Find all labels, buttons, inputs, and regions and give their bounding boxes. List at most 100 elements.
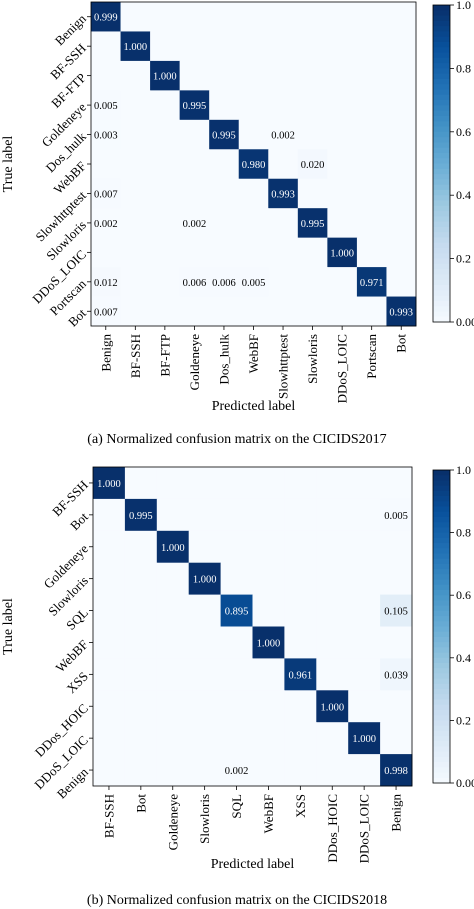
cell-value-label: 0.002	[94, 219, 118, 230]
heatmap-cell	[150, 60, 181, 91]
heatmap-cell	[188, 690, 221, 723]
heatmap-cell	[268, 149, 299, 180]
colorbar-segment	[433, 179, 450, 186]
colorbar-segment	[433, 10, 450, 17]
colorbar-segment	[433, 306, 450, 313]
heatmap-cell	[120, 237, 151, 268]
colorbar-segment	[433, 589, 450, 596]
heatmap-cell	[380, 594, 413, 627]
heatmap-cell	[220, 722, 253, 755]
colorbar-segment	[433, 115, 450, 122]
colorbar-segment	[433, 279, 450, 286]
cell-value-label: 0.995	[212, 131, 236, 142]
colorbar-segment	[433, 168, 450, 175]
heatmap-cell	[93, 754, 126, 787]
heatmap-cell	[124, 658, 158, 691]
heatmap-cell	[150, 149, 181, 180]
colorbar-segment	[433, 274, 450, 281]
heatmap-cell	[238, 60, 269, 91]
colorbar-segment	[433, 36, 450, 43]
heatmap-cell	[156, 690, 190, 723]
colorbar-tick-label: 0.00	[456, 776, 474, 790]
colorbar-tick-label: 0.6	[456, 588, 471, 602]
colorbar-segment	[433, 767, 450, 774]
heatmap-cell	[179, 119, 210, 150]
colorbar-segment	[433, 242, 450, 249]
colorbar-segment	[433, 269, 450, 276]
heatmap-cell	[386, 208, 417, 239]
colorbar-segment	[433, 694, 450, 701]
cell-value-label: 0.007	[94, 307, 118, 318]
cell-value-label: 0.012	[94, 278, 118, 289]
colorbar-segment	[433, 158, 450, 165]
heatmap-cell	[220, 594, 253, 627]
cell-value-label: 0.995	[183, 101, 207, 112]
cell-value-label: 0.002	[225, 766, 249, 777]
heatmap-cell	[238, 237, 269, 268]
heatmap-cell	[297, 119, 328, 150]
x-tick-label: Portscan	[364, 334, 379, 379]
colorbar-segment	[433, 636, 450, 643]
heatmap-cell	[91, 60, 121, 91]
y-tick-label: XSS	[63, 669, 90, 696]
heatmap-cell	[348, 722, 381, 755]
heatmap-cell	[188, 530, 221, 564]
colorbar-segment	[433, 311, 450, 318]
colorbar-segment	[433, 26, 450, 33]
heatmap-cell	[268, 90, 299, 121]
colorbar-segment	[433, 47, 450, 54]
heatmap-cell	[284, 498, 317, 532]
heatmap-cell	[252, 690, 285, 723]
heatmap-cell	[268, 267, 299, 297]
heatmap-cell	[238, 208, 269, 239]
heatmap-cell	[252, 658, 285, 691]
heatmap-cell	[386, 119, 417, 150]
colorbar-segment	[433, 741, 450, 748]
cell-value-label: 0.006	[183, 278, 207, 289]
cell-value-label: 0.002	[183, 219, 207, 230]
heatmap-cell	[252, 562, 285, 595]
colorbar-segment	[433, 142, 450, 149]
colorbar-tick-label: 0.8	[456, 526, 471, 540]
colorbar-tick-label: 0.4	[456, 188, 471, 202]
heatmap-cell	[220, 626, 253, 659]
heatmap-cell	[209, 2, 240, 32]
heatmap-cell	[93, 626, 126, 659]
heatmap-cell	[179, 267, 210, 297]
cell-value-label: 1.000	[257, 638, 281, 649]
cell-value-label: 1.000	[153, 72, 177, 83]
heatmap-cell	[91, 208, 121, 239]
colorbar-tick-label: 1.0	[456, 463, 471, 477]
heatmap-cell	[120, 90, 151, 121]
y-tick-label: Bot	[65, 305, 89, 329]
x-tick-label: Goldeneye	[165, 794, 180, 851]
colorbar-segment	[433, 52, 450, 59]
colorbar-segment	[433, 137, 450, 143]
heatmap-cell	[209, 31, 240, 62]
heatmap-cell	[188, 722, 221, 755]
heatmap-cell	[91, 237, 121, 268]
colorbar-segment	[433, 290, 450, 297]
colorbar-segment	[433, 736, 450, 742]
x-tick-label: SQL	[229, 794, 244, 819]
colorbar-segment	[433, 501, 450, 508]
heatmap-cell	[297, 296, 328, 327]
heatmap-cell	[179, 178, 210, 209]
heatmap-cell	[297, 267, 328, 297]
colorbar-segment	[433, 41, 450, 48]
cell-value-label: 0.993	[389, 307, 413, 318]
heatmap-cell	[348, 562, 381, 595]
heatmap-cell	[238, 149, 269, 180]
heatmap-cell	[284, 690, 317, 723]
heatmap-cell	[348, 658, 381, 691]
heatmap-cell	[297, 237, 328, 268]
heatmap-cell	[156, 530, 190, 564]
colorbar-segment	[433, 5, 450, 11]
colorbar-segment	[433, 126, 450, 133]
colorbar-tick-label: 0.4	[456, 651, 471, 665]
heatmap-cell	[356, 2, 387, 32]
colorbar-segment	[433, 147, 450, 154]
heatmap-cell	[386, 2, 417, 32]
heatmap-cell	[188, 562, 221, 595]
heatmap-cell	[356, 267, 387, 297]
